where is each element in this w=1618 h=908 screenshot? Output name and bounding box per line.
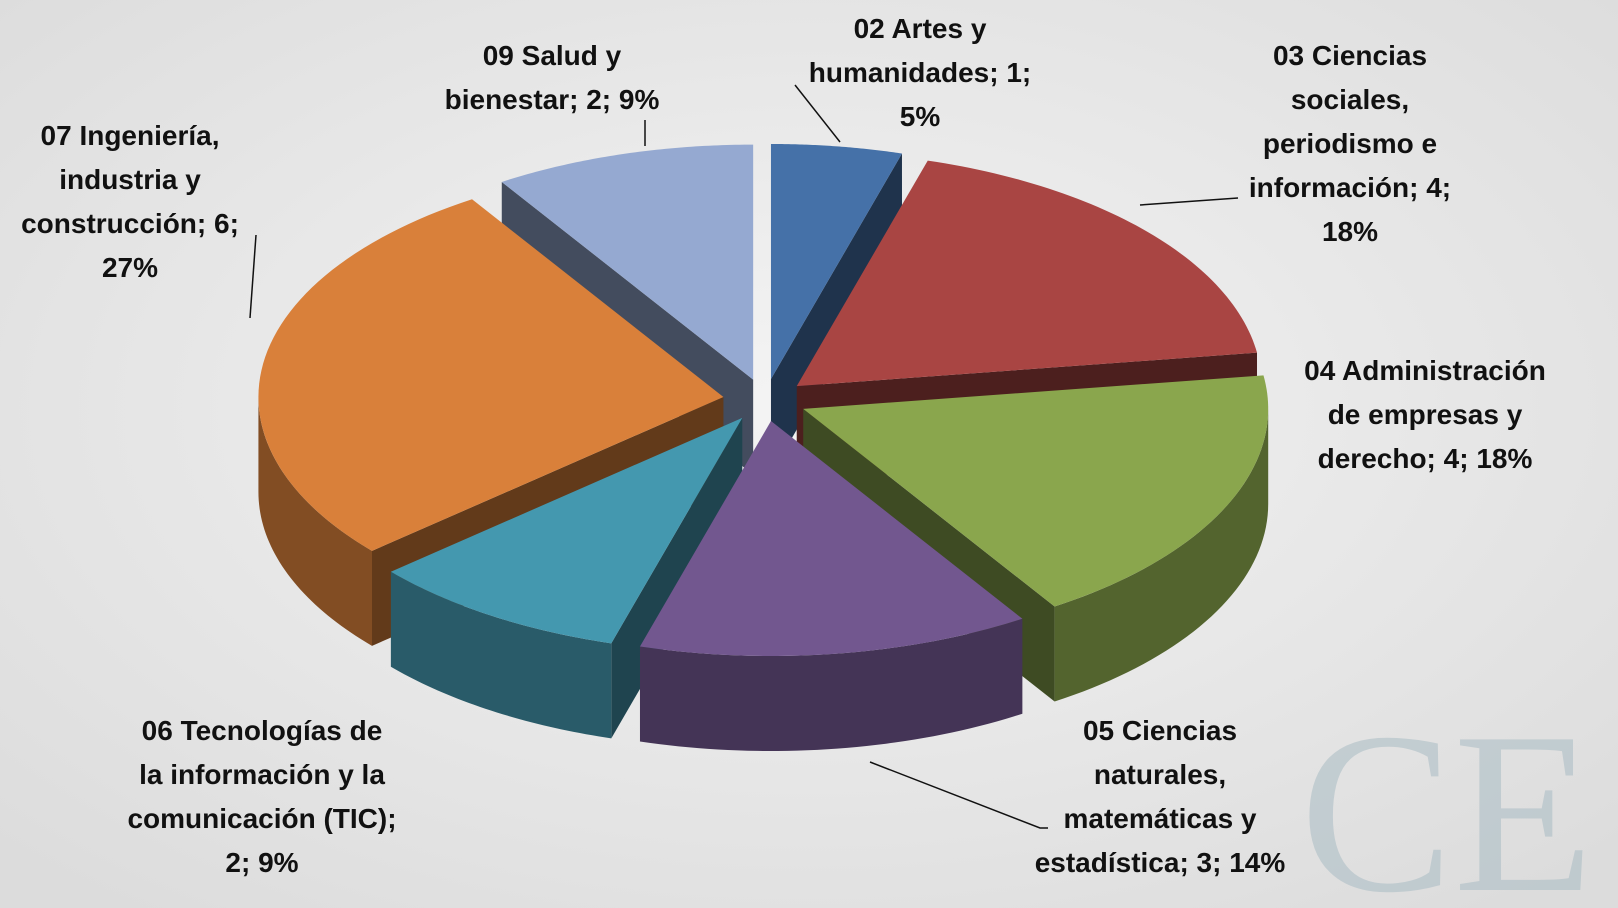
- slice-top: [501, 144, 754, 380]
- data-label-line: 5%: [900, 101, 941, 132]
- data-label: 02 Artes y humanidades; 1; 5%: [809, 13, 1031, 132]
- leader-line: [1139, 197, 1239, 206]
- slice-wall: [639, 618, 1023, 752]
- slice-top: [258, 199, 724, 551]
- slice-top: [770, 143, 902, 379]
- data-label-line: periodismo e: [1263, 128, 1437, 159]
- data-label-line: de empresas y: [1328, 399, 1523, 430]
- data-label-line: naturales,: [1094, 759, 1226, 790]
- data-label: 09 Salud y bienestar; 2; 9%: [445, 40, 660, 115]
- slice-top: [390, 417, 743, 644]
- data-label-line: información; 4;: [1249, 172, 1451, 203]
- data-label-line: 02 Artes y: [854, 13, 987, 44]
- data-label-line: matemáticas y: [1063, 803, 1256, 834]
- leader-line: [869, 761, 1048, 829]
- data-label-line: sociales,: [1291, 84, 1409, 115]
- leader-line: [794, 84, 841, 143]
- data-label-line: 09 Salud y: [483, 40, 622, 71]
- leader-lines: [249, 84, 1239, 829]
- data-label: 04 Administración de empresas y derecho; 4…: [1304, 355, 1546, 474]
- data-label-line: bienestar; 2; 9%: [445, 84, 660, 115]
- slice-top: [803, 375, 1269, 607]
- data-label-line: 2; 9%: [225, 847, 298, 878]
- data-label-line: comunicación (TIC);: [127, 803, 396, 834]
- slice: [639, 421, 1023, 752]
- data-label: 07 Ingeniería, industria y construcción; 6…: [21, 120, 239, 283]
- pie: [258, 143, 1269, 752]
- data-label-line: derecho; 4; 18%: [1318, 443, 1533, 474]
- data-label-line: 27%: [102, 252, 158, 283]
- data-label: 03 Ciencias sociales, periodismo e informac…: [1249, 40, 1451, 247]
- leader-line: [249, 234, 257, 319]
- data-label-line: construcción; 6;: [21, 208, 239, 239]
- data-label-line: 05 Ciencias: [1083, 715, 1237, 746]
- data-label-line: 07 Ingeniería,: [41, 120, 220, 151]
- data-label-line: 06 Tecnologías de: [142, 715, 383, 746]
- data-label-line: 03 Ciencias: [1273, 40, 1427, 71]
- data-label-line: 04 Administración: [1304, 355, 1546, 386]
- data-label-line: 18%: [1322, 216, 1378, 247]
- data-label-line: industria y: [59, 164, 201, 195]
- data-label-line: humanidades; 1;: [809, 57, 1031, 88]
- slice-top: [639, 421, 1023, 657]
- data-label-line: estadística; 3; 14%: [1035, 847, 1286, 878]
- data-label-line: la información y la: [139, 759, 385, 790]
- slice-wall: [258, 396, 373, 646]
- data-label: 05 Ciencias naturales, matemáticas y estadí…: [1035, 715, 1286, 878]
- slice-top: [796, 160, 1258, 387]
- data-label: 06 Tecnologías de la información y la comu…: [127, 715, 396, 878]
- slice-wall: [390, 571, 612, 739]
- watermark: CE: [1300, 685, 1594, 908]
- labels: 02 Artes y humanidades; 1; 5% 03 Ciencias so…: [21, 13, 1546, 878]
- slice-wall: [1054, 408, 1269, 702]
